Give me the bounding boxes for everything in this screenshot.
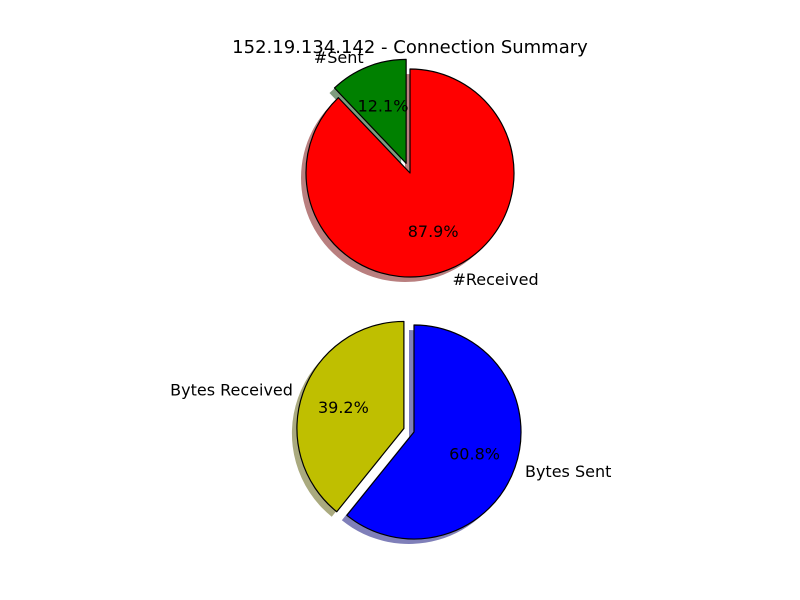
- slice-label-bytes-received: Bytes Received: [170, 380, 293, 399]
- pie-slice-received: [305, 68, 515, 278]
- slice-percent-sent: 12.1%: [358, 96, 409, 115]
- slice-label-bytes-sent: Bytes Sent: [525, 462, 611, 481]
- pie-slice-sent: [333, 58, 407, 164]
- pie-chart-bytes: Bytes Received Bytes Sent 39.2% 60.8%: [170, 320, 611, 544]
- slice-percent-bytes-received: 39.2%: [318, 398, 369, 417]
- slice-percent-received: 87.9%: [408, 222, 459, 241]
- pie-slice-bytes-received: [296, 320, 405, 513]
- slice-label-sent: #Sent: [314, 48, 364, 67]
- slice-label-received: #Received: [452, 270, 538, 289]
- pie-chart-connections: #Sent #Received 12.1% 87.9%: [301, 48, 539, 289]
- chart-title: 152.19.134.142 - Connection Summary: [232, 37, 588, 58]
- pie-slice-bytes-sent: [346, 324, 522, 540]
- slice-percent-bytes-sent: 60.8%: [449, 444, 500, 463]
